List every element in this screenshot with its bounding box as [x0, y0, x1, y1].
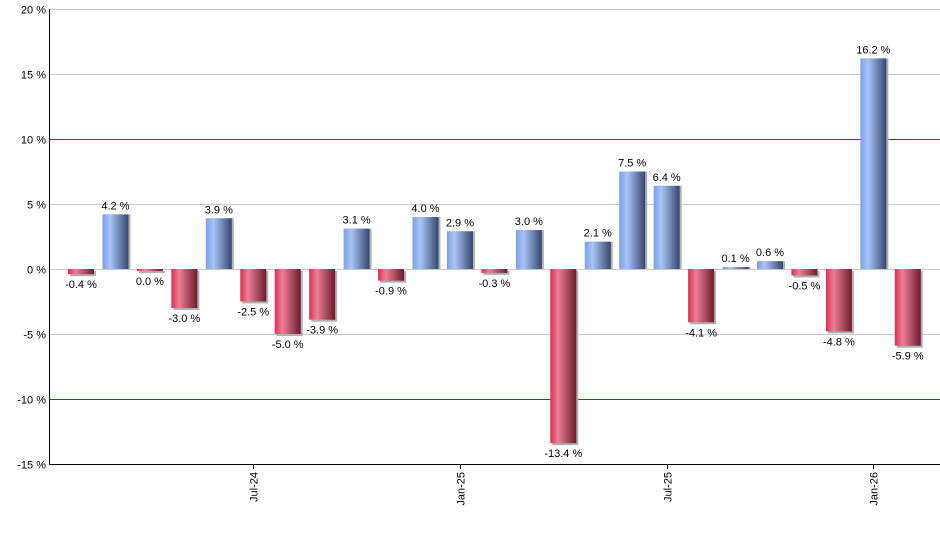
bar-value-label: -2.5 %	[237, 307, 269, 319]
bar-value-label: -4.1 %	[685, 327, 717, 339]
bar-positive	[619, 171, 646, 269]
bar-value-label: 0.1 %	[721, 253, 749, 265]
x-tick-label: Jul-25	[663, 472, 675, 502]
bar-positive	[653, 185, 680, 269]
grid-lines	[49, 9, 940, 400]
bar-negative	[550, 269, 577, 444]
bar-value-label: 0.0 %	[136, 276, 164, 288]
bar-negative	[825, 269, 852, 332]
bar-positive	[584, 241, 611, 269]
bar-value-label: 4.0 %	[411, 203, 439, 215]
bar-negative	[68, 269, 94, 275]
y-axis-tick-labels: 20 % 15 % 10 % 5 % 0 % -5 % -10 % -15 %	[17, 5, 46, 472]
bar-positive	[757, 261, 783, 269]
bar-negative	[274, 269, 301, 334]
bar-value-label: 7.5 %	[618, 158, 646, 170]
bar-value-label: 2.1 %	[584, 228, 612, 240]
bar-positive	[515, 230, 542, 269]
y-tick-label: 10 %	[21, 135, 46, 147]
bar-value-label: -0.4 %	[65, 279, 97, 291]
y-tick-label: -15 %	[17, 460, 46, 472]
bar-positive	[102, 214, 129, 269]
bar-value-labels: -0.4 %4.2 %0.0 %-3.0 %3.9 %-2.5 %-5.0 %-…	[65, 44, 924, 460]
bar-value-label: -0.3 %	[479, 278, 511, 290]
bar-positive	[446, 231, 473, 269]
bar-positive	[722, 267, 749, 269]
bar-value-label: 3.0 %	[515, 216, 543, 228]
bar-negative	[378, 269, 405, 281]
y-tick-label: 20 %	[21, 5, 46, 17]
y-tick-label: 0 %	[27, 265, 46, 277]
bar-value-label: -0.5 %	[789, 281, 821, 293]
bar-value-label: -3.9 %	[306, 325, 338, 337]
y-tick-label: 5 %	[27, 200, 46, 212]
bar-shadow	[138, 271, 165, 273]
bar-negative	[791, 269, 818, 276]
bar-positive	[860, 58, 887, 270]
axes	[49, 9, 940, 465]
x-tick-label: Jan-26	[869, 472, 881, 506]
bar-value-label: 4.2 %	[101, 200, 129, 212]
bar-value-label: -5.0 %	[272, 339, 304, 351]
bars	[68, 58, 923, 446]
bar-value-label: -5.9 %	[892, 351, 924, 363]
bar-negative	[240, 269, 267, 302]
bar-negative	[171, 269, 198, 308]
bar-negative	[894, 269, 921, 346]
x-tick-label: Jan-25	[456, 472, 468, 506]
bar-positive	[205, 218, 232, 269]
bar-value-label: 2.9 %	[446, 217, 474, 229]
bar-value-label: 3.9 %	[205, 204, 233, 216]
bar-negative	[481, 269, 508, 273]
bar-positive	[343, 228, 370, 269]
bar-value-label: 3.1 %	[343, 215, 371, 227]
x-tick-label: Jul-24	[249, 472, 261, 502]
y-tick-label: -5 %	[23, 330, 46, 342]
bar-negative	[688, 269, 715, 323]
y-tick-label: 15 %	[21, 70, 46, 82]
bar-value-label: 0.6 %	[756, 247, 784, 259]
bar-value-label: -4.8 %	[823, 336, 855, 348]
bar-shadow	[483, 271, 510, 275]
y-tick-label: -10 %	[17, 395, 46, 407]
bar-value-label: 16.2 %	[856, 44, 890, 56]
bar-value-label: -13.4 %	[544, 448, 582, 460]
bar-value-label: -3.0 %	[168, 313, 200, 325]
x-axis-tick-labels: Jul-24 Jan-25 Jul-25 Jan-26	[249, 464, 881, 506]
bar-negative	[136, 269, 163, 271]
bar-positive	[412, 217, 439, 269]
bar-negative	[309, 269, 336, 320]
bar-value-label: -0.9 %	[375, 286, 407, 298]
bar-value-label: 6.4 %	[653, 172, 681, 184]
